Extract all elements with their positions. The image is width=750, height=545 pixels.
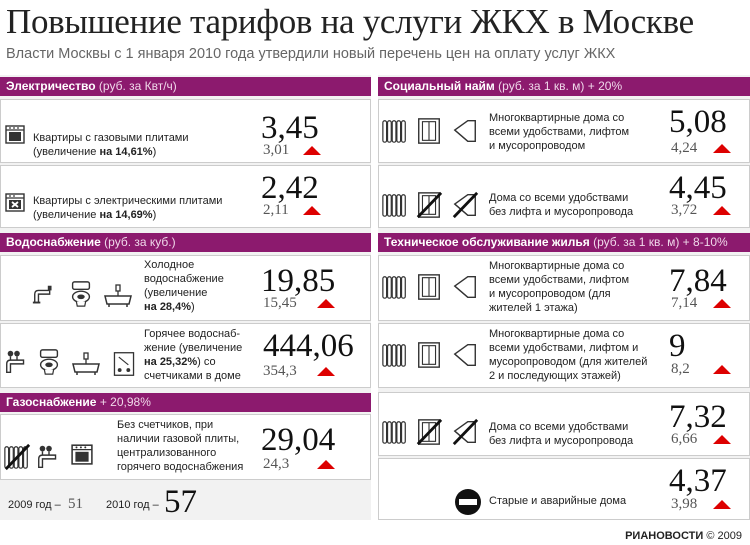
new-price: 444,06 — [263, 328, 354, 364]
old-price: 24,3 — [263, 456, 290, 472]
electricity-header: Электричество (руб. за Квт/ч) — [0, 77, 371, 96]
increase-arrow-icon — [713, 299, 731, 308]
crossed-out-icon — [451, 418, 479, 446]
old-price: 6,66 — [671, 431, 698, 447]
brand-name: РИАНОВОСТИ — [625, 530, 704, 542]
maintenance-row-3: Дома со всеми удобствами без лифта и мус… — [378, 392, 750, 456]
social-row-full: Многоквартирные дома со всеми удобствами… — [378, 99, 750, 163]
crossed-out-icon — [3, 443, 31, 471]
shower-icon — [35, 443, 63, 471]
maintenance-row-1: Многоквартирные дома со всеми удобствами… — [378, 255, 750, 321]
gas-row: Без счетчиков, при наличии газовой плиты… — [0, 414, 371, 480]
increase-arrow-icon — [713, 500, 731, 509]
copyright: © 2009 — [706, 530, 742, 542]
new-price: 4,37 — [669, 463, 727, 499]
water-header: Водоснабжение (руб. за куб.) — [0, 233, 371, 252]
increase-arrow-icon — [303, 206, 321, 215]
old-price: 7,14 — [671, 295, 698, 311]
elevator-icon — [415, 117, 443, 145]
water-heater-icon — [111, 350, 137, 378]
faucet-icon — [31, 282, 59, 310]
garbage-chute-icon — [451, 117, 479, 145]
new-price: 7,32 — [669, 399, 727, 435]
gas-stove-icon — [71, 443, 93, 465]
new-price: 3,45 — [261, 110, 319, 146]
radiator-icon — [381, 273, 409, 301]
increase-arrow-icon — [713, 206, 731, 215]
social-header: Социальный найм (руб. за 1 кв. м) + 20% — [378, 77, 750, 96]
electric-stove-icon — [5, 192, 25, 212]
new-price: 2,42 — [261, 170, 319, 206]
old-price: 354,3 — [263, 363, 297, 379]
row-description: Квартиры с газовыми плитами — [33, 132, 189, 144]
toilet-icon — [35, 348, 63, 376]
new-price: 4,45 — [669, 170, 727, 206]
water-row-cold: Холодное водоснабжение (увеличение на 28… — [0, 255, 371, 321]
new-price: 5,08 — [669, 104, 727, 140]
electricity-row-gas: Квартиры с газовыми плитами (увеличение … — [0, 99, 371, 163]
electricity-row-electric: Квартиры с электрическими плитами (увели… — [0, 165, 371, 228]
increase-arrow-icon — [317, 299, 335, 308]
crossed-out-icon — [415, 191, 443, 219]
crossed-out-icon — [415, 418, 443, 446]
new-price: 29,04 — [261, 422, 336, 458]
maintenance-header: Техническое обслуживание жилья (руб. за … — [378, 233, 750, 252]
garbage-chute-icon — [451, 341, 479, 369]
year-comparison: 2009 год – 51 2010 год – 57 — [8, 484, 197, 520]
increase-arrow-icon — [303, 146, 321, 155]
bath-icon — [103, 280, 133, 310]
increase-arrow-icon — [317, 460, 335, 469]
old-price: 2,11 — [263, 202, 289, 218]
bath-icon — [71, 348, 101, 378]
maintenance-row-4: Старые и аварийные дома 4,37 3,98 — [378, 458, 750, 520]
gas-header: Газоснабжение + 20,98% — [0, 393, 371, 412]
increase-arrow-icon — [713, 144, 731, 153]
shower-icon — [3, 348, 31, 376]
toilet-icon — [67, 280, 95, 308]
radiator-icon — [381, 117, 409, 145]
water-row-hot: Горячее водоснаб- жение (увеличение на 2… — [0, 323, 371, 388]
old-price: 3,98 — [671, 496, 698, 512]
page-title: Повышение тарифов на услуги ЖКХ в Москве — [6, 2, 694, 41]
old-price: 8,2 — [671, 361, 690, 377]
no-entry-icon — [453, 487, 483, 517]
social-row-basic: Дома со всеми удобствами без лифта и мус… — [378, 165, 750, 228]
old-price: 4,24 — [671, 140, 698, 156]
crossed-out-icon — [451, 191, 479, 219]
old-price: 3,01 — [263, 142, 290, 158]
new-price: 19,85 — [261, 263, 336, 299]
old-price: 15,45 — [263, 295, 297, 311]
maintenance-row-2: Многоквартирные дома со всеми удобствами… — [378, 323, 750, 388]
ria-novosti-logo: РИАНОВОСТИ © 2009 — [625, 530, 742, 542]
row-description: Квартиры с электрическими плитами — [33, 195, 223, 207]
elevator-icon — [415, 273, 443, 301]
old-price: 3,72 — [671, 202, 698, 218]
elevator-icon — [415, 341, 443, 369]
increase-arrow-icon — [713, 365, 731, 374]
radiator-icon — [381, 191, 409, 219]
radiator-icon — [381, 418, 409, 446]
increase-arrow-icon — [713, 435, 731, 444]
new-price: 7,84 — [669, 263, 727, 299]
garbage-chute-icon — [451, 273, 479, 301]
increase-arrow-icon — [317, 367, 335, 376]
page-subtitle: Власти Москвы с 1 января 2010 года утвер… — [6, 46, 616, 62]
radiator-icon — [381, 341, 409, 369]
gas-stove-icon — [5, 124, 25, 144]
new-price: 9 — [669, 328, 686, 364]
